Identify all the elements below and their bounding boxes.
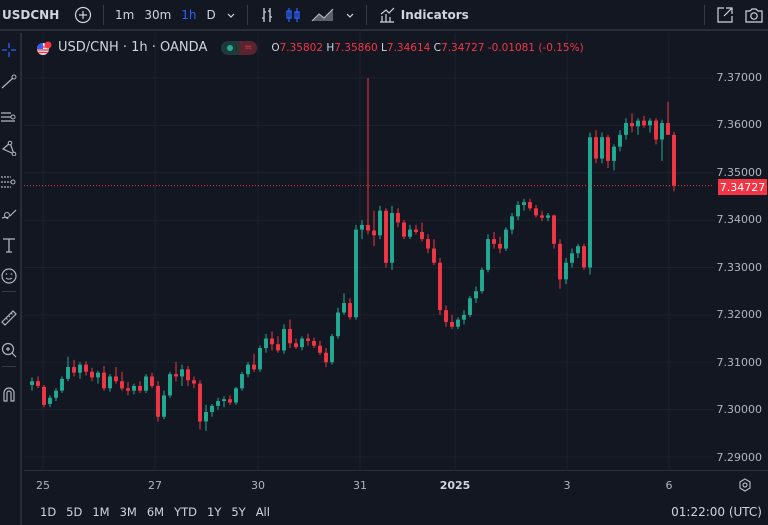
candlestick-chart [24, 33, 714, 470]
add-symbol-icon[interactable] [74, 6, 92, 24]
time-tick: 3 [563, 479, 571, 492]
interval-label: 30m [144, 7, 172, 22]
range-toolbar: 1D 5D 1M 3M 6M YTD 1Y 5Y All 01:22:00 (U… [24, 498, 768, 525]
range-1m[interactable]: 1M [92, 504, 110, 519]
market-status-badge[interactable]: = [221, 40, 258, 55]
emoji-icon[interactable] [0, 267, 18, 285]
range-5y[interactable]: 5Y [231, 504, 246, 519]
high-label: H [326, 41, 335, 54]
symbol-label: USDCNH [2, 7, 60, 22]
trendline-icon[interactable] [0, 73, 18, 91]
text-icon[interactable] [0, 236, 18, 254]
us-flag-icon [37, 41, 52, 55]
camera-icon[interactable] [744, 6, 764, 24]
chevron-down-icon[interactable] [226, 10, 236, 20]
price-tick: 7.30000 [716, 403, 763, 416]
top-toolbar: USDCNH 1m 30m 1h D Indicators [0, 0, 768, 31]
utc-clock[interactable]: 01:22:00 (UTC) [671, 505, 762, 519]
open-value: 7.35802 [279, 41, 324, 54]
time-tick: 25 [36, 479, 50, 492]
interval-1m[interactable]: 1m [115, 8, 134, 22]
interval-d[interactable]: D [207, 8, 216, 22]
range-all[interactable]: All [255, 504, 270, 519]
price-tick: 7.36000 [716, 118, 763, 131]
pattern-icon[interactable] [0, 139, 18, 157]
indicators-label: Indicators [400, 7, 469, 22]
range-3m[interactable]: 3M [119, 504, 137, 519]
time-tick: 30 [251, 479, 265, 492]
fib-icon[interactable] [0, 108, 18, 126]
open-label: O [271, 41, 280, 54]
price-tick: 7.35000 [716, 166, 763, 179]
divider [2, 291, 16, 292]
high-value: 7.35860 [334, 41, 378, 54]
magnet-icon[interactable] [0, 385, 18, 403]
change-value: -0.01081 (-0.15%) [487, 41, 584, 54]
prediction-icon[interactable] [0, 173, 18, 191]
divider [365, 4, 367, 25]
divider [246, 4, 248, 25]
settings-gear-icon[interactable] [738, 477, 752, 496]
price-tick: 7.33000 [716, 261, 763, 274]
interval-label: D [206, 7, 216, 22]
divider [704, 4, 705, 25]
zoom-icon[interactable] [0, 341, 18, 359]
interval-label: 1h [181, 7, 197, 22]
chart-canvas[interactable] [24, 33, 714, 470]
price-tick: 7.37000 [716, 71, 763, 84]
range-1y[interactable]: 1Y [207, 504, 222, 519]
price-tick: 7.31000 [716, 356, 763, 369]
market-open-dot-icon [221, 41, 239, 55]
crosshair-icon[interactable] [0, 41, 18, 59]
close-label: C [433, 41, 442, 54]
popout-icon[interactable] [716, 6, 734, 24]
ohlc-values: O7.35802 H7.35860 L7.34614 C7.34727 -0.0… [271, 42, 583, 54]
interval-1h[interactable]: 1h [181, 8, 196, 22]
low-value: 7.34614 [386, 41, 431, 54]
interval-label: 1m [115, 7, 135, 22]
indicators-button[interactable]: Indicators [378, 6, 469, 24]
current-price-label: 7.34727 [718, 179, 767, 195]
chart-type-chevron-down-icon[interactable] [345, 10, 355, 20]
range-ytd[interactable]: YTD [174, 504, 197, 519]
range-6m[interactable]: 6M [146, 504, 165, 519]
divider [103, 4, 104, 25]
range-5d[interactable]: 5D [66, 504, 83, 519]
price-tick: 7.29000 [716, 451, 763, 464]
time-tick: 31 [353, 479, 367, 492]
time-axis[interactable]: 25 27 30 31 2025 3 6 [24, 470, 768, 498]
time-tick: 2025 [439, 479, 471, 492]
equals-icon: = [239, 40, 258, 55]
price-axis[interactable]: 7.37000 7.36000 7.35000 7.34000 7.33000 … [714, 33, 768, 470]
candles-icon[interactable] [285, 6, 301, 24]
legend-title[interactable]: USD/CNH · 1h · OANDA [58, 40, 208, 55]
bar-replay-icon[interactable] [259, 6, 275, 24]
time-tick: 27 [148, 479, 162, 492]
area-chart-icon[interactable] [311, 7, 335, 23]
close-value: 7.34727 [441, 41, 485, 54]
drawing-toolbar [0, 33, 22, 525]
low-label: L [381, 41, 387, 54]
indicators-icon [379, 7, 395, 23]
interval-30m[interactable]: 30m [144, 8, 171, 22]
range-1d[interactable]: 1D [40, 504, 57, 519]
divider [2, 366, 16, 367]
symbol-search-button[interactable]: USDCNH [2, 8, 60, 22]
brush-icon[interactable] [0, 205, 18, 223]
price-tick: 7.32000 [716, 308, 763, 321]
ruler-icon[interactable] [0, 309, 18, 327]
time-tick: 6 [665, 479, 673, 492]
chart-legend: USD/CNH · 1h · OANDA = O7.35802 H7.35860… [36, 40, 584, 55]
price-tick: 7.34000 [716, 213, 763, 226]
